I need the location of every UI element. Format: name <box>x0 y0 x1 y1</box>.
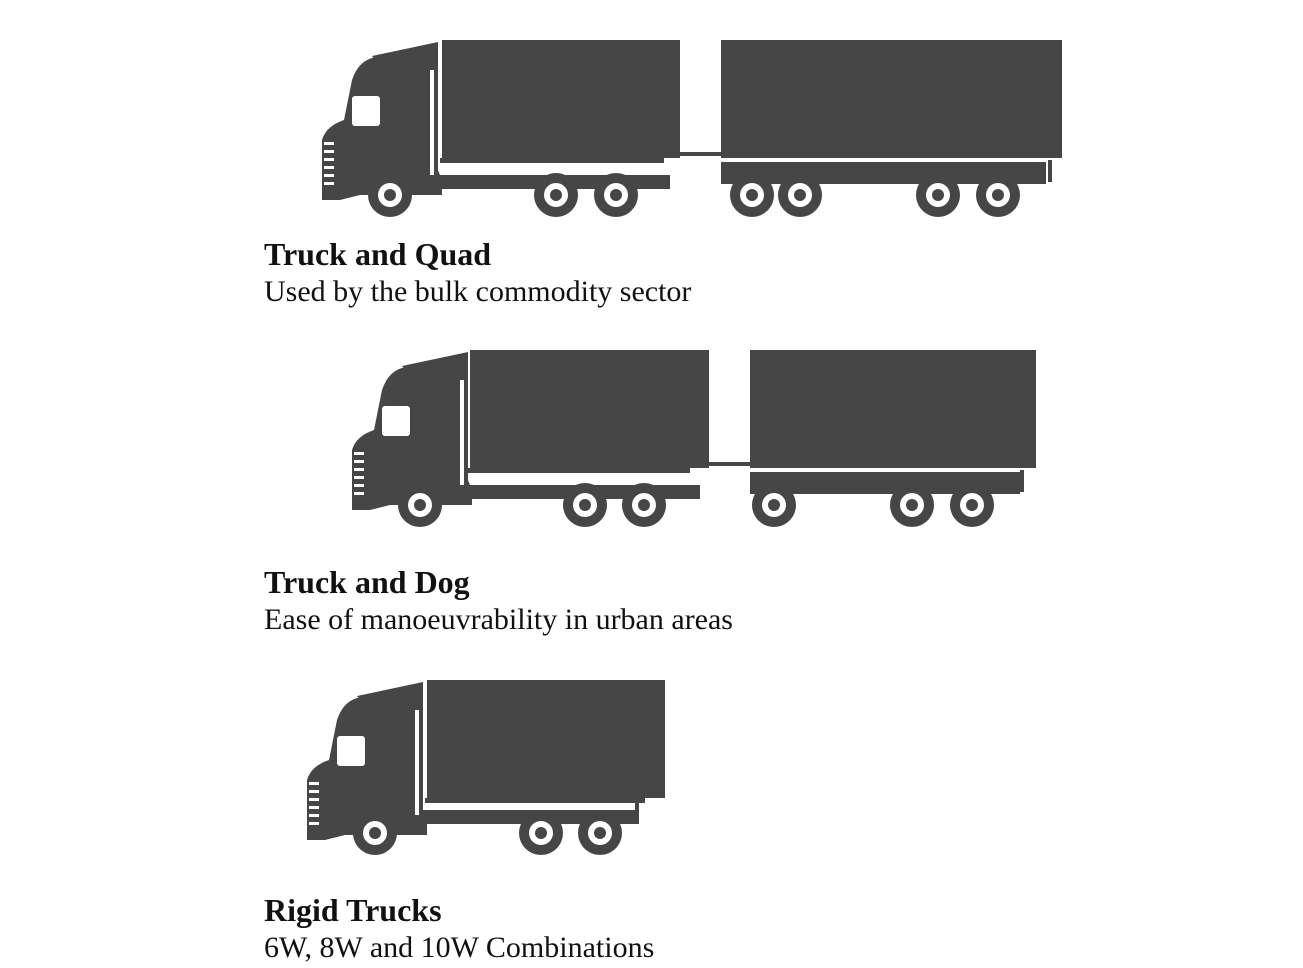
rigid-trucks-caption: Rigid Trucks 6W, 8W and 10W Combinations <box>264 891 654 967</box>
truck-and-dog-icon <box>352 350 1036 527</box>
trailer-box-1 <box>442 40 680 158</box>
rigid-body <box>427 680 665 798</box>
section-description: 6W, 8W and 10W Combinations <box>264 931 655 964</box>
dog-trailer-body <box>750 350 1036 468</box>
truck-body <box>470 350 709 468</box>
rigid-truck-icon <box>307 680 665 855</box>
truck-and-quad-icon <box>322 40 1062 217</box>
section-title: Truck and Dog <box>264 564 470 600</box>
truck-and-quad-caption: Truck and Quad Used by the bulk commodit… <box>264 235 691 311</box>
truck-and-dog-caption: Truck and Dog Ease of manoeuvrability in… <box>264 563 733 639</box>
trailer-box-2 <box>721 40 1062 158</box>
section-description: Used by the bulk commodity sector <box>264 275 692 308</box>
section-description: Ease of manoeuvrability in urban areas <box>264 603 733 636</box>
wheels <box>368 173 1020 217</box>
section-title: Truck and Quad <box>264 236 492 272</box>
section-title: Rigid Trucks <box>264 892 442 928</box>
